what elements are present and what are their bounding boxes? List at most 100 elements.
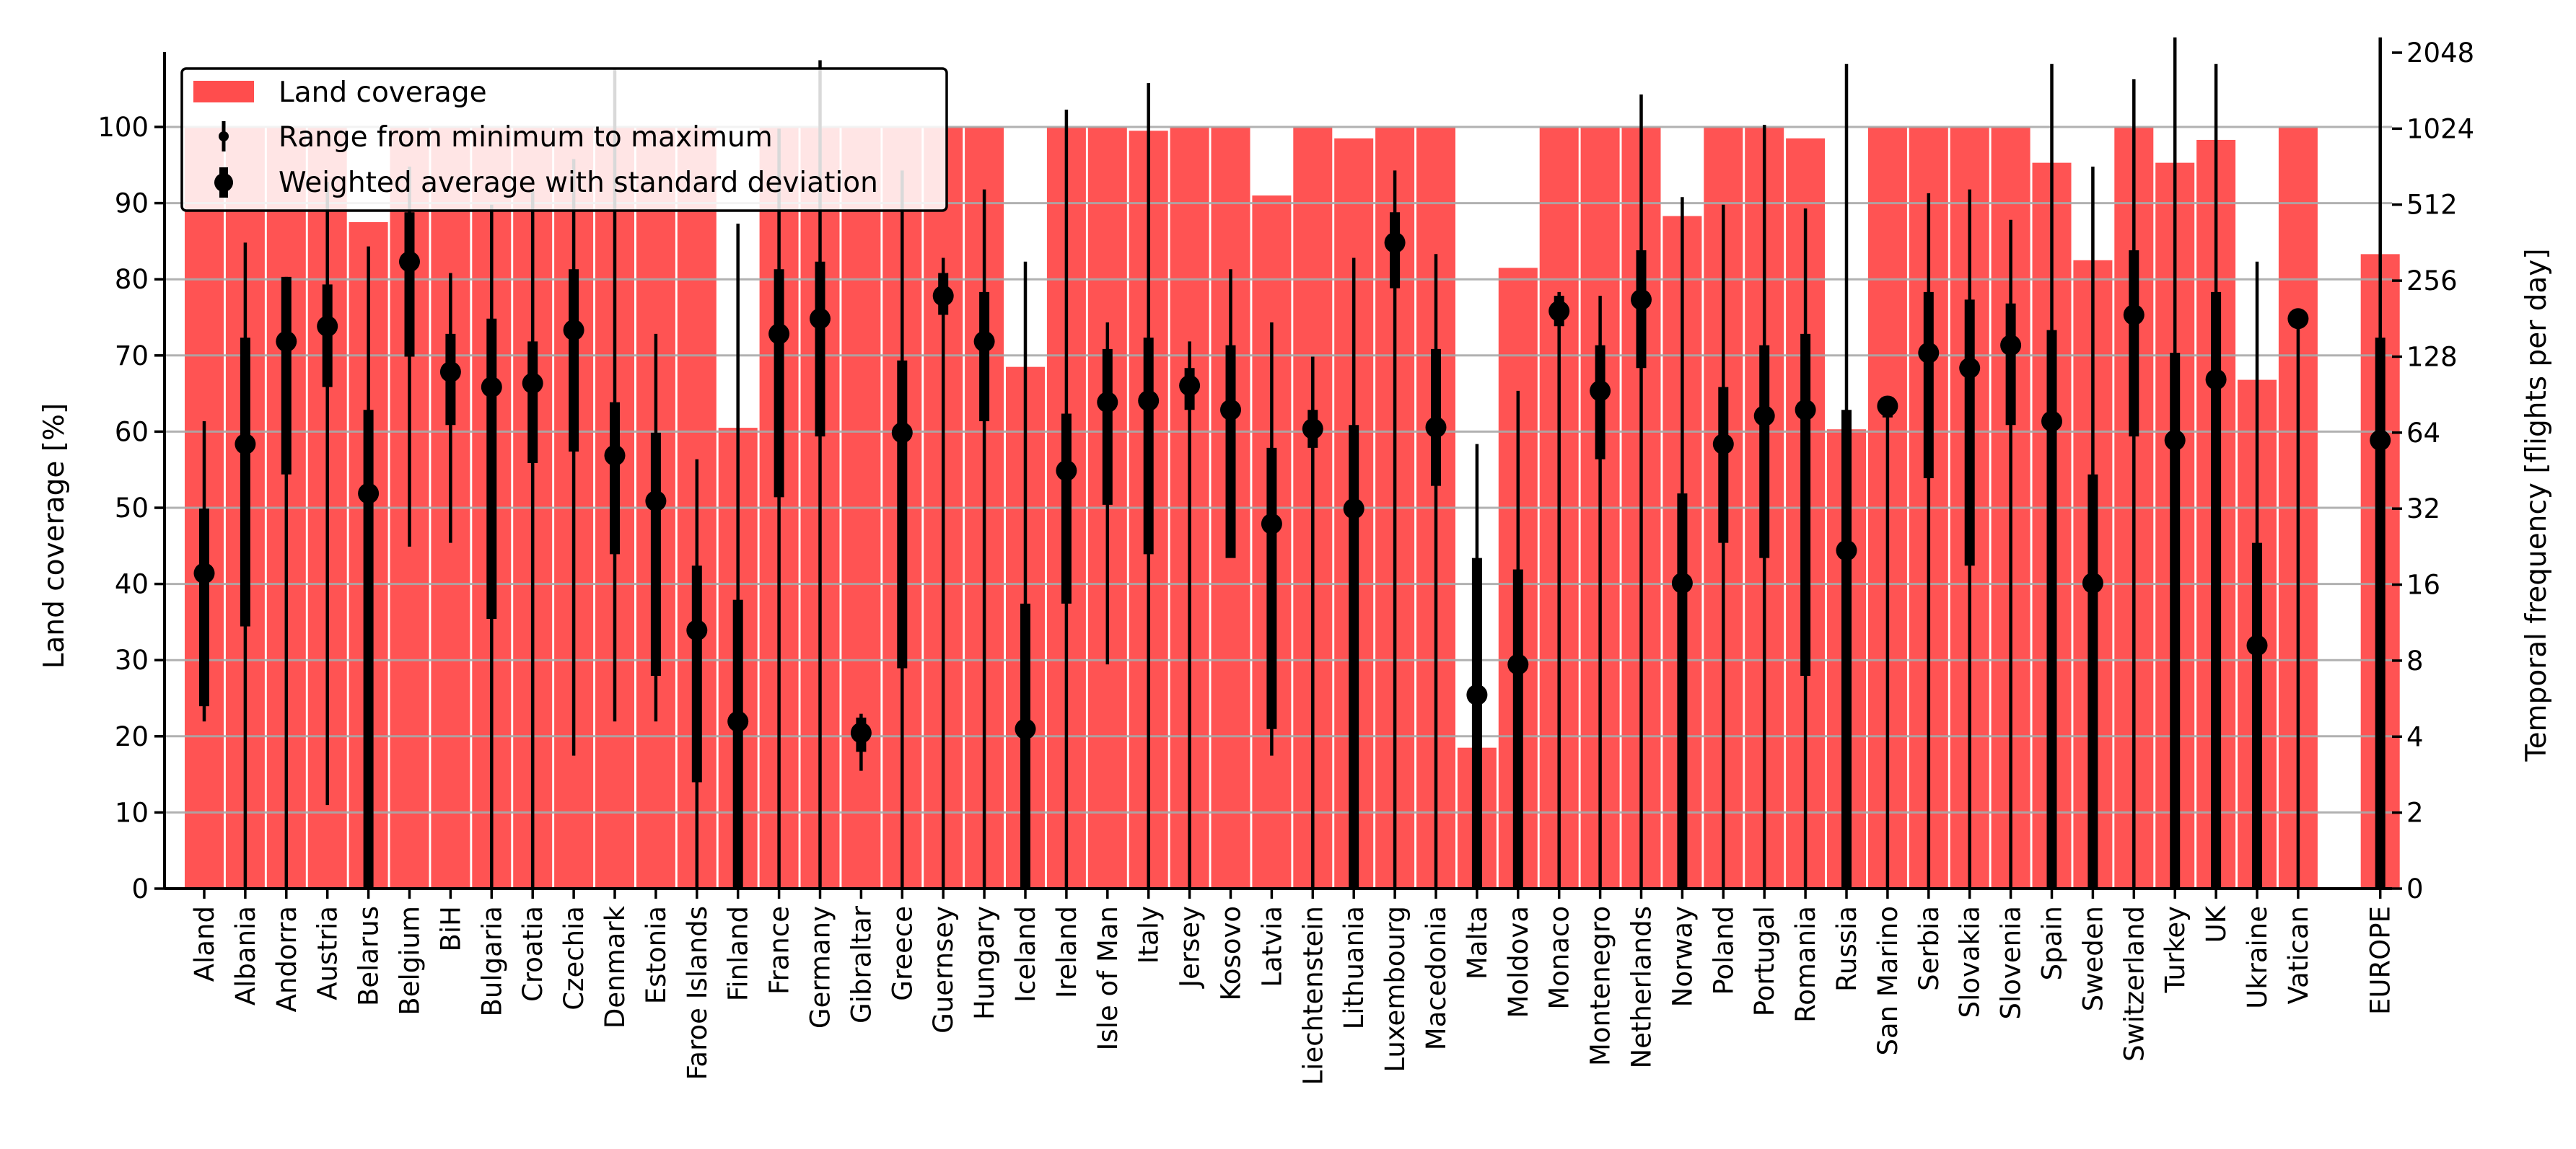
x-tick-label-croatia: Croatia (517, 906, 548, 1002)
average-marker-aland (193, 563, 215, 584)
average-marker-kosovo (1220, 399, 1241, 421)
average-marker-greece (891, 422, 913, 444)
average-marker-montenegro (1590, 380, 1611, 402)
average-marker-romania (1795, 399, 1816, 421)
x-tick-label-aland: Aland (189, 906, 220, 982)
x-tick-label-moldova: Moldova (1503, 906, 1534, 1018)
average-marker-portugal (1753, 405, 1775, 427)
x-tick-label-norway: Norway (1667, 906, 1698, 1007)
average-marker-isle-of-man (1097, 392, 1118, 413)
average-marker-switzerland (2123, 304, 2145, 326)
x-tick-label-germany: Germany (805, 906, 836, 1029)
average-marker-bulgaria (481, 377, 502, 398)
average-marker-norway (1671, 572, 1693, 594)
average-marker-europe (2370, 429, 2391, 451)
legend-label-bars: Land coverage (279, 76, 487, 109)
x-tick-label-italy: Italy (1134, 906, 1165, 964)
x-tick-label-europe: EUROPE (2365, 906, 2396, 1015)
legend-frame (180, 67, 948, 212)
average-marker-macedonia (1425, 416, 1447, 438)
legend-label-avg: Weighted average with standard deviation (279, 167, 878, 199)
average-marker-albania (235, 433, 256, 455)
average-marker-luxembourg (1384, 232, 1406, 253)
y-tick-label-50: 50 (115, 493, 149, 524)
x-tick-label-gibraltar: Gibraltar (846, 905, 877, 1023)
right-axis-title: Temporal frequency [flights per day] (2520, 248, 2553, 762)
average-marker-croatia (522, 372, 543, 394)
right-tick-label-1024: 1024 (2406, 113, 2474, 144)
x-tick-label-jersey: Jersey (1175, 906, 1206, 989)
x-tick-label-isle-of-man: Isle of Man (1092, 906, 1123, 1050)
x-tick-label-romania: Romania (1790, 906, 1821, 1023)
x-tick-label-slovenia: Slovenia (1996, 906, 2027, 1019)
average-marker-hungary (973, 330, 995, 352)
average-marker-austria (317, 315, 338, 337)
right-tick-label-4: 4 (2406, 721, 2424, 752)
x-tick-label-estonia: Estonia (641, 906, 672, 1004)
y-axis-title: Land coverage [%] (38, 403, 71, 669)
right-tick-label-8: 8 (2406, 646, 2424, 677)
x-tick-label-andorra: Andorra (271, 906, 302, 1012)
x-tick-label-ukraine: Ukraine (2242, 906, 2273, 1009)
legend-swatch-range-dot (219, 131, 229, 141)
x-tick-label-monaco: Monaco (1544, 906, 1575, 1010)
average-marker-gibraltar (850, 722, 872, 744)
y-tick-label-90: 90 (115, 188, 149, 219)
average-marker-italy (1138, 390, 1160, 412)
right-tick-label-2048: 2048 (2406, 38, 2474, 69)
x-tick-label-bulgaria: Bulgaria (476, 906, 507, 1016)
x-tick-label-lithuania: Lithuania (1339, 906, 1370, 1029)
average-marker-iceland (1015, 718, 1036, 740)
x-tick-label-malta: Malta (1462, 906, 1493, 979)
right-tick-label-16: 16 (2406, 570, 2440, 601)
x-tick-label-belgium: Belgium (395, 906, 426, 1016)
x-tick-label-ireland: Ireland (1051, 906, 1082, 998)
x-tick-label-france: France (764, 906, 795, 995)
x-tick-label-latvia: Latvia (1256, 906, 1287, 987)
x-tick-label-uk: UK (2201, 904, 2232, 943)
y-tick-label-0: 0 (131, 873, 149, 904)
x-tick-labels: Aland Albania Andorra Austria Belarus Belgium… (189, 904, 2396, 1085)
average-marker-faroe-islands (686, 620, 708, 641)
right-tick-label-128: 128 (2406, 341, 2458, 372)
std-bars (199, 212, 2386, 889)
y-tick-label-40: 40 (115, 569, 149, 600)
average-marker-vatican (2287, 308, 2309, 330)
right-tick-label-0: 0 (2406, 873, 2424, 904)
right-tick-label-2: 2 (2406, 798, 2424, 829)
y-tick-label-20: 20 (115, 721, 149, 752)
x-tick-label-montenegro: Montenegro (1585, 906, 1616, 1066)
y-tick-label-100: 100 (97, 112, 149, 143)
average-marker-malta (1466, 684, 1488, 705)
x-tick-label-belarus: Belarus (354, 906, 385, 1006)
x-tick-label-hungary: Hungary (969, 906, 1000, 1020)
y-tick-label-10: 10 (115, 797, 149, 828)
x-tick-label-kosovo: Kosovo (1216, 906, 1247, 1001)
legend: Land coverage Range from minimum to maxi… (180, 67, 948, 212)
average-marker-lithuania (1343, 498, 1364, 519)
average-marker-moldova (1507, 653, 1529, 675)
x-tick-label-slovakia: Slovakia (1955, 906, 1986, 1018)
x-tick-label-faroe-islands: Faroe Islands (682, 906, 713, 1080)
average-marker-serbia (1918, 342, 1940, 364)
average-marker-slovenia (2000, 335, 2022, 356)
x-tick-label-bih: BiH (435, 906, 466, 952)
average-marker-liechtenstein (1302, 418, 1323, 440)
x-tick-label-luxembourg: Luxembourg (1380, 906, 1411, 1073)
x-tick-label-macedonia: Macedonia (1421, 906, 1452, 1050)
average-marker-san-marino (1877, 395, 1898, 417)
average-marker-uk (2205, 369, 2227, 390)
axes (154, 51, 2402, 899)
right-tick-label-256: 256 (2406, 265, 2458, 296)
average-marker-bih (439, 361, 461, 383)
x-tick-label-finland: Finland (723, 906, 754, 1001)
average-marker-latvia (1261, 513, 1282, 534)
y-tick-label-30: 30 (115, 645, 149, 676)
average-marker-estonia (645, 490, 667, 512)
average-marker-andorra (276, 330, 297, 352)
x-tick-label-denmark: Denmark (600, 905, 631, 1029)
average-marker-guernsey (932, 285, 954, 307)
average-marker-finland (727, 710, 749, 732)
x-tick-label-netherlands: Netherlands (1626, 906, 1657, 1069)
